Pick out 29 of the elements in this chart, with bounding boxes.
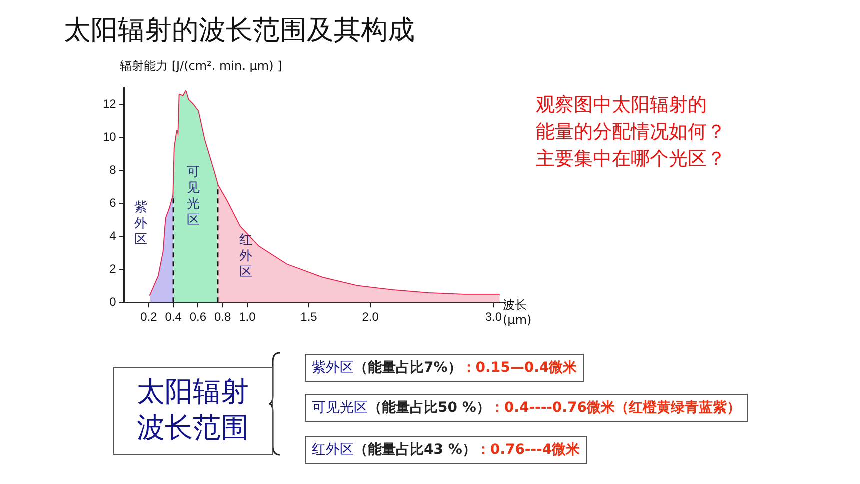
y-tick-label: 8 [110,162,117,177]
x-tick-label: 0.2 [140,310,158,324]
x-tick-label: 1.5 [300,310,318,324]
y-tick-label: 12 [102,97,117,112]
text: 观察图中太阳辐射的 [536,93,708,118]
text: 红外区（能量占比43 %）：0.76---4微米 [312,442,580,458]
y-axis-title: 辐射能力 [J/(cm². min. μm) ] [120,58,282,75]
x-tick-label: 0.4 [165,310,182,324]
text: 可见光区（能量占比50 %）：0.4----0.76微米（红橙黄绿青蓝紫） [312,400,741,416]
text: 太阳辐射 [136,374,250,410]
series-label: 紫外区 [134,200,148,248]
y-tick-label: 6 [110,196,117,210]
x-tick-label: 0.8 [214,310,232,324]
y-tick-label: 4 [110,228,117,243]
x-tick-label: 1.0 [239,310,256,324]
y-tick-label: 2 [110,262,117,276]
y-tick-label: 0 [110,294,117,309]
text: 能量的分配情况如何？ [536,120,726,145]
x-axis-title: 波长 (μm) [503,298,532,328]
series-label: 红外区 [240,233,253,280]
x-tick-label: 0.6 [190,310,207,324]
x-tick-label: 2.0 [362,310,380,324]
text: 紫外区（能量占比7%）：0.15—0.4微米 [312,360,578,376]
series-label: 可见光区 [187,164,200,228]
chart-title: 太阳辐射的波长范围及其构成 [64,14,415,48]
x-tick-label: 3.0 [485,310,502,324]
text: 波长范围 [136,410,250,446]
text: 主要集中在哪个光区？ [536,147,726,172]
y-tick-label: 10 [102,130,117,144]
